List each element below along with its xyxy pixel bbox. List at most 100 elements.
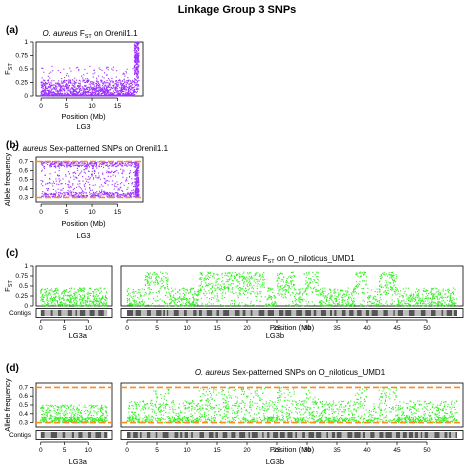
data-point xyxy=(43,194,45,196)
data-point xyxy=(78,299,80,301)
data-point xyxy=(178,289,180,291)
data-point xyxy=(105,302,107,304)
data-point xyxy=(237,295,239,297)
data-point xyxy=(102,92,104,94)
data-point xyxy=(123,193,125,195)
data-point xyxy=(83,89,85,91)
data-point xyxy=(49,90,51,92)
data-point xyxy=(97,81,99,83)
data-point xyxy=(184,295,186,297)
data-point xyxy=(132,95,134,97)
data-point xyxy=(90,189,92,191)
data-point xyxy=(126,165,128,167)
data-point xyxy=(51,65,53,67)
data-point xyxy=(147,281,149,283)
data-point xyxy=(251,287,253,289)
data-point xyxy=(77,161,79,163)
data-point xyxy=(42,293,44,295)
data-point xyxy=(187,305,189,307)
data-point xyxy=(103,162,105,164)
data-point xyxy=(347,300,349,302)
data-point xyxy=(127,82,129,84)
data-point xyxy=(383,304,385,306)
data-point xyxy=(137,65,139,67)
data-point xyxy=(429,291,431,293)
data-point xyxy=(217,299,219,301)
data-point xyxy=(93,178,95,180)
data-point xyxy=(63,294,65,296)
data-point xyxy=(89,177,91,179)
data-point xyxy=(277,285,279,287)
data-point xyxy=(137,181,139,183)
data-point xyxy=(81,299,83,301)
data-point xyxy=(201,304,203,306)
data-point xyxy=(298,289,300,291)
data-point xyxy=(122,163,124,165)
data-point xyxy=(415,299,417,301)
data-point xyxy=(132,79,134,81)
data-point xyxy=(427,305,429,307)
data-point xyxy=(136,47,138,49)
data-point xyxy=(227,275,229,277)
data-point xyxy=(64,77,66,79)
data-point xyxy=(123,162,125,164)
data-point xyxy=(95,176,97,178)
data-point xyxy=(55,295,57,297)
data-point xyxy=(185,292,187,294)
data-point xyxy=(135,171,137,173)
data-point xyxy=(76,186,78,188)
data-point xyxy=(386,275,388,277)
data-point xyxy=(85,81,87,83)
data-point xyxy=(82,290,84,292)
data-point xyxy=(435,296,437,298)
data-point xyxy=(120,82,122,84)
data-point xyxy=(352,301,354,303)
data-point xyxy=(102,82,104,84)
data-point xyxy=(352,291,354,293)
data-point xyxy=(47,90,49,92)
data-point xyxy=(316,290,318,292)
data-point xyxy=(69,80,71,82)
data-point xyxy=(230,291,232,293)
data-point xyxy=(106,66,108,68)
data-point xyxy=(137,67,139,69)
contig-block xyxy=(79,310,86,316)
data-point xyxy=(123,78,125,80)
data-point xyxy=(134,182,136,184)
data-point xyxy=(410,299,412,301)
data-point xyxy=(91,94,93,96)
data-point xyxy=(130,194,132,196)
data-point xyxy=(304,288,306,290)
data-point xyxy=(296,303,298,305)
data-point xyxy=(109,191,111,193)
data-point xyxy=(69,290,71,292)
data-point xyxy=(445,303,447,305)
data-point xyxy=(107,66,109,68)
data-point xyxy=(156,300,158,302)
data-point xyxy=(58,183,60,185)
data-point xyxy=(216,281,218,283)
data-point xyxy=(312,291,314,293)
data-point xyxy=(188,302,190,304)
data-point xyxy=(97,81,99,83)
data-point xyxy=(373,302,375,304)
data-point xyxy=(56,183,58,185)
data-point xyxy=(44,84,46,86)
data-point xyxy=(90,83,92,85)
data-point xyxy=(377,304,379,306)
data-point xyxy=(238,304,240,306)
data-point xyxy=(234,272,236,274)
data-point xyxy=(225,272,227,274)
data-point xyxy=(47,303,49,305)
data-point xyxy=(134,171,136,173)
data-point xyxy=(365,280,367,282)
data-point xyxy=(233,300,235,302)
data-point xyxy=(44,161,46,163)
data-point xyxy=(71,92,73,94)
data-point xyxy=(135,182,137,184)
data-point xyxy=(429,304,431,306)
data-point xyxy=(136,172,138,174)
data-point xyxy=(83,91,85,93)
data-point xyxy=(133,189,135,191)
data-point xyxy=(105,81,107,83)
